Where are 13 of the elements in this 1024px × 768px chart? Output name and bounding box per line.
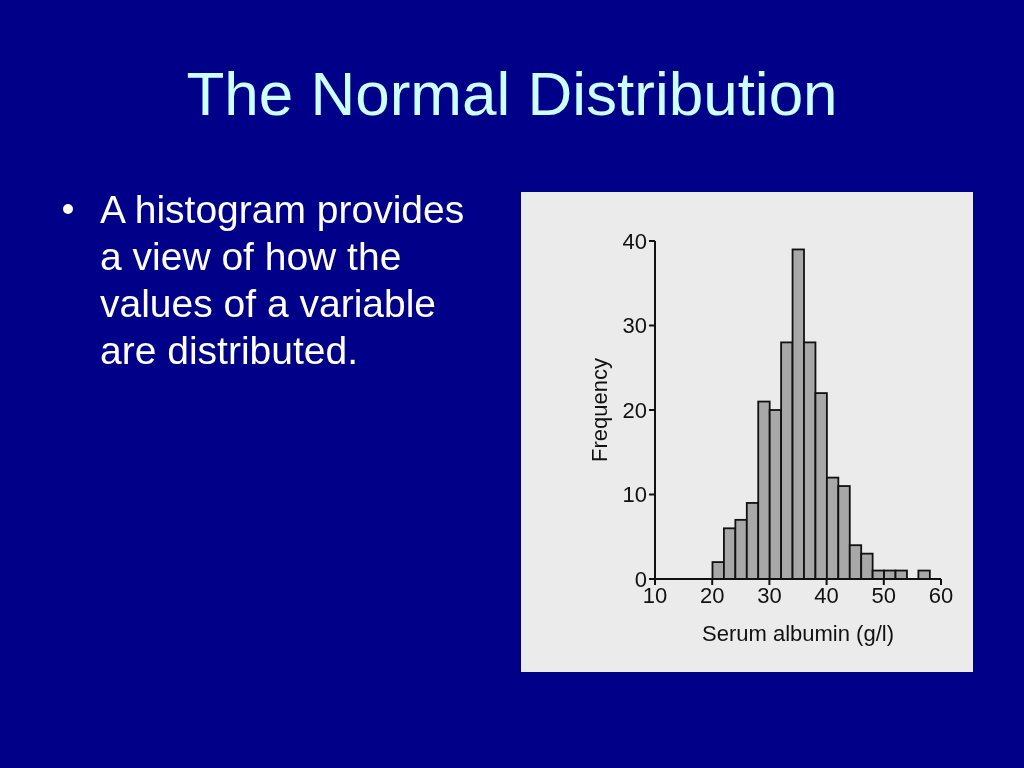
x-tick-label: 30: [757, 582, 782, 608]
y-tick-label: 10: [622, 482, 647, 508]
x-axis-title: Serum albumin (g/l): [702, 621, 894, 646]
chart-title: The Normal Distribution: [185, 59, 839, 128]
y-tick-label: 30: [622, 313, 647, 339]
y-tick-label: 40: [622, 228, 647, 254]
y-tick-label: 20: [622, 397, 647, 423]
x-tick-label: 60: [928, 582, 954, 608]
x-tick-label: 40: [814, 582, 839, 608]
y-axis-title: Frequency: [586, 358, 612, 462]
x-tick-label: 20: [699, 582, 725, 608]
text: A histogram provides a view of how the values of a variable are distributed.: [100, 187, 466, 374]
x-tick-label: 50: [871, 582, 897, 608]
